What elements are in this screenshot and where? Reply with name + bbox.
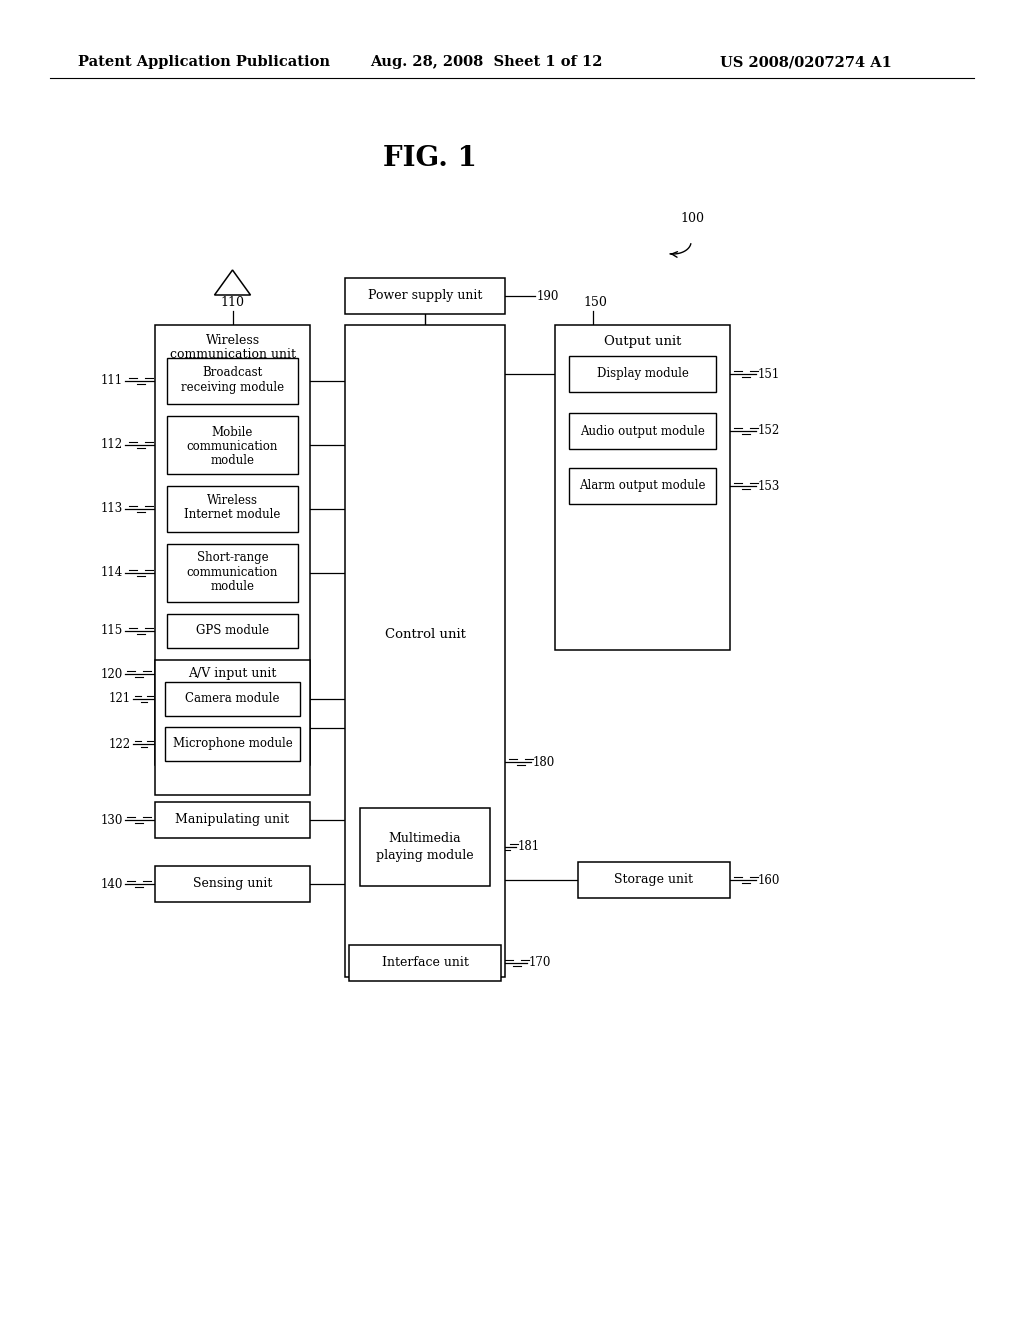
Bar — [155, 866, 310, 902]
Text: Interface unit: Interface unit — [382, 957, 468, 969]
Text: Display module: Display module — [597, 367, 688, 380]
Text: A/V input unit: A/V input unit — [188, 668, 276, 681]
Text: 140: 140 — [100, 878, 123, 891]
Bar — [167, 614, 298, 648]
Text: module: module — [211, 454, 255, 466]
Text: communication: communication — [186, 440, 279, 453]
Text: Alarm output module: Alarm output module — [580, 479, 706, 492]
Text: Patent Application Publication: Patent Application Publication — [78, 55, 330, 69]
Text: 190: 190 — [537, 289, 559, 302]
Text: GPS module: GPS module — [196, 624, 269, 638]
Bar — [167, 544, 298, 602]
Text: Control unit: Control unit — [385, 628, 466, 642]
Text: 160: 160 — [758, 874, 780, 887]
Text: Sensing unit: Sensing unit — [193, 878, 272, 891]
Bar — [155, 660, 310, 795]
Text: 130: 130 — [100, 813, 123, 826]
Text: Broadcast: Broadcast — [203, 367, 262, 380]
Text: 152: 152 — [758, 425, 780, 437]
Text: 153: 153 — [758, 479, 780, 492]
Text: 150: 150 — [583, 297, 607, 309]
Text: 110: 110 — [220, 297, 245, 309]
Text: Wireless: Wireless — [207, 495, 258, 507]
Text: 114: 114 — [100, 566, 123, 579]
Text: FIG. 1: FIG. 1 — [383, 144, 477, 172]
Text: Multimedia: Multimedia — [389, 833, 462, 846]
Bar — [569, 413, 716, 449]
Bar — [155, 325, 310, 766]
Text: playing module: playing module — [376, 849, 474, 862]
Bar — [165, 727, 300, 762]
Bar — [555, 325, 730, 649]
Text: receiving module: receiving module — [181, 380, 284, 393]
Text: 181: 181 — [518, 841, 540, 854]
Text: communication: communication — [186, 565, 279, 578]
Bar — [167, 358, 298, 404]
Text: 170: 170 — [529, 957, 551, 969]
Text: Camera module: Camera module — [185, 693, 280, 705]
Text: Aug. 28, 2008  Sheet 1 of 12: Aug. 28, 2008 Sheet 1 of 12 — [370, 55, 602, 69]
Text: Manipulating unit: Manipulating unit — [175, 813, 290, 826]
Text: 100: 100 — [680, 211, 705, 224]
Bar — [349, 945, 501, 981]
Text: 180: 180 — [534, 755, 555, 768]
Bar — [345, 325, 505, 977]
Text: Microphone module: Microphone module — [173, 738, 293, 751]
Text: US 2008/0207274 A1: US 2008/0207274 A1 — [720, 55, 892, 69]
Text: 113: 113 — [100, 503, 123, 516]
Text: Mobile: Mobile — [212, 425, 253, 438]
Text: Power supply unit: Power supply unit — [368, 289, 482, 302]
Text: 111: 111 — [101, 375, 123, 388]
Text: Short-range: Short-range — [197, 552, 268, 565]
Bar — [345, 279, 505, 314]
Bar — [360, 808, 490, 886]
Text: 112: 112 — [101, 438, 123, 451]
Text: Storage unit: Storage unit — [614, 874, 693, 887]
Bar — [578, 862, 730, 898]
Text: 115: 115 — [100, 624, 123, 638]
Text: module: module — [211, 579, 255, 593]
Bar — [167, 416, 298, 474]
Bar — [155, 803, 310, 838]
Text: Output unit: Output unit — [604, 334, 681, 347]
Text: 121: 121 — [109, 693, 131, 705]
Bar — [167, 486, 298, 532]
Bar — [569, 469, 716, 504]
Text: Internet module: Internet module — [184, 508, 281, 521]
Text: 151: 151 — [758, 367, 780, 380]
Text: Wireless: Wireless — [206, 334, 259, 347]
Bar — [569, 356, 716, 392]
Text: 120: 120 — [100, 668, 123, 681]
Bar — [165, 682, 300, 715]
Text: Audio output module: Audio output module — [580, 425, 705, 437]
Text: 122: 122 — [109, 738, 131, 751]
Text: communication unit: communication unit — [170, 347, 296, 360]
